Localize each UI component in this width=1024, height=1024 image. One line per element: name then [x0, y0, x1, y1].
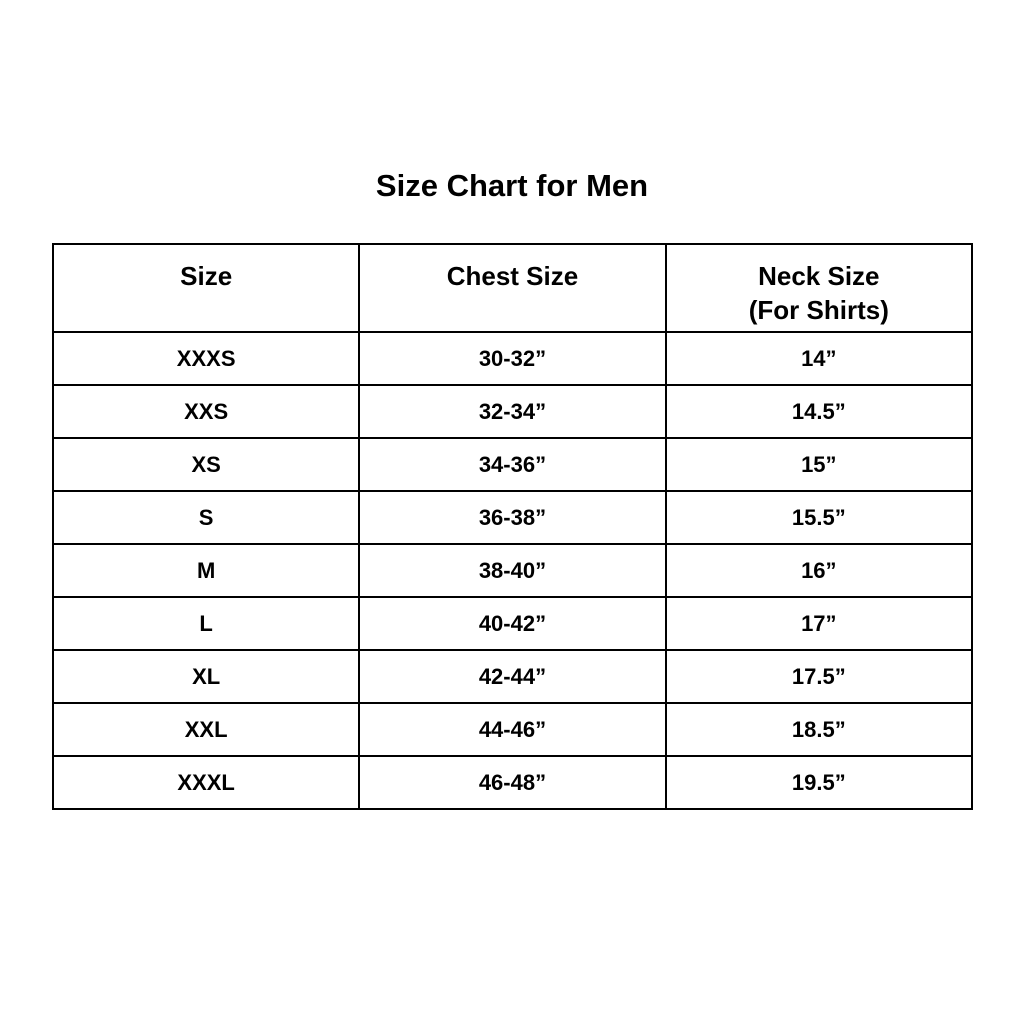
table-row: XXXS 30-32” 14” — [51, 331, 974, 386]
table-header-row: Size Chest Size Neck Size (For Shirts) — [51, 243, 974, 333]
size-chart-table: Size Chest Size Neck Size (For Shirts) XX… — [51, 243, 974, 810]
header-neck-size: Neck Size (For Shirts) — [664, 243, 974, 333]
table-row: XXS 32-34” 14.5” — [51, 384, 974, 439]
table-row: S 36-38” 15.5” — [51, 490, 974, 545]
chest-size-cell: 46-48” — [358, 755, 667, 810]
chest-size-cell: 34-36” — [358, 437, 667, 492]
neck-size-cell: 14.5” — [664, 384, 974, 439]
page-title: Size Chart for Men — [375, 168, 649, 203]
header-chest-size: Chest Size — [358, 243, 667, 333]
neck-size-cell: 14” — [664, 331, 974, 386]
table-row: XXXL 46-48” 19.5” — [51, 755, 974, 810]
neck-size-cell: 19.5” — [664, 755, 974, 810]
table-row: L 40-42” 17” — [51, 596, 974, 651]
chest-size-cell: 36-38” — [358, 490, 667, 545]
chest-size-cell: 30-32” — [358, 331, 667, 386]
chest-size-cell: 38-40” — [358, 543, 667, 598]
table-row: XXL 44-46” 18.5” — [51, 702, 974, 757]
size-cell: XXS — [51, 384, 361, 439]
size-cell: XS — [51, 437, 361, 492]
chest-size-cell: 42-44” — [358, 649, 667, 704]
neck-size-cell: 15” — [664, 437, 974, 492]
neck-size-cell: 16” — [664, 543, 974, 598]
size-cell: XXXL — [51, 755, 361, 810]
table-row: XL 42-44” 17.5” — [51, 649, 974, 704]
size-cell: L — [51, 596, 361, 651]
chest-size-cell: 40-42” — [358, 596, 667, 651]
header-size: Size — [51, 243, 361, 333]
size-cell: M — [51, 543, 361, 598]
size-cell: XXXS — [51, 331, 361, 386]
neck-size-cell: 17” — [664, 596, 974, 651]
neck-size-cell: 17.5” — [664, 649, 974, 704]
chest-size-cell: 32-34” — [358, 384, 667, 439]
size-cell: S — [51, 490, 361, 545]
header-neck-size-note: (For Shirts) — [748, 295, 889, 325]
size-cell: XXL — [51, 702, 361, 757]
table-row: XS 34-36” 15” — [51, 437, 974, 492]
size-cell: XL — [51, 649, 361, 704]
neck-size-cell: 18.5” — [664, 702, 974, 757]
chest-size-cell: 44-46” — [358, 702, 667, 757]
header-neck-size-label: Neck Size — [758, 261, 880, 291]
table-row: M 38-40” 16” — [51, 543, 974, 598]
neck-size-cell: 15.5” — [664, 490, 974, 545]
